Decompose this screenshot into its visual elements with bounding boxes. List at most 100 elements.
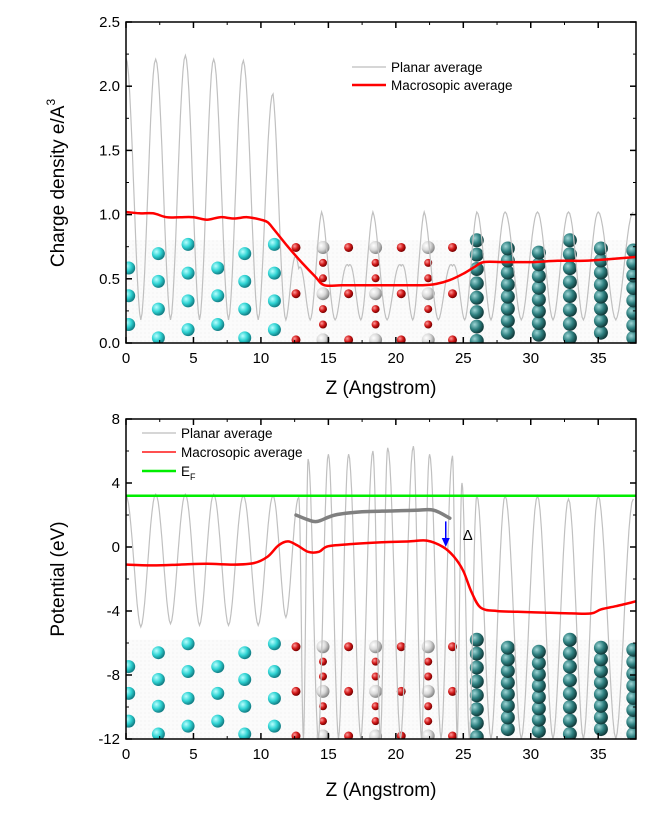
atom-teal: [469, 305, 484, 320]
atom-red: [344, 731, 354, 739]
atom-teal: [562, 700, 577, 715]
atom-teal: [562, 289, 577, 304]
atom-cyan: [211, 686, 225, 700]
atom-red: [344, 686, 354, 696]
atom-red: [424, 320, 433, 329]
atom-cyan: [151, 274, 165, 288]
legend: Planar average Macrosopic average EF: [142, 426, 303, 482]
y-axis-title: Charge density e/A3: [44, 99, 69, 268]
atom-red: [448, 731, 458, 739]
legend-label-macroscopic: Macrosopic average: [181, 445, 303, 460]
atom-teal: [626, 678, 636, 693]
atom-teal: [531, 292, 546, 307]
atom-red: [344, 289, 354, 299]
atom-teal: [469, 319, 484, 334]
x-tick-label: 35: [590, 350, 607, 367]
atom-teal: [469, 702, 484, 717]
atom-cyan: [211, 318, 225, 332]
atom-red: [448, 289, 458, 299]
x-tick-label: 15: [320, 746, 337, 763]
atom-cyan: [126, 289, 136, 303]
atom-teal: [500, 652, 515, 667]
atom-teal: [593, 687, 608, 702]
potential-chart: 0 5 10 15 20 25 30 35 -12 -8 -4 0 4 8 Z (Angstrom) Po…: [48, 411, 637, 801]
atom-cyan: [267, 266, 281, 280]
atom-white: [421, 640, 435, 654]
atom-teal: [531, 667, 546, 682]
atom-teal: [593, 698, 608, 713]
atom-teal: [562, 275, 577, 290]
atom-red: [448, 686, 458, 696]
y-tick-label: 2.0: [99, 78, 120, 95]
atom-red: [371, 258, 380, 267]
atom-teal: [469, 688, 484, 703]
atom-teal: [469, 262, 484, 277]
atom-teal: [626, 714, 636, 729]
atom-white: [369, 240, 383, 254]
y-tick-label: 8: [112, 411, 120, 428]
atom-teal: [593, 241, 608, 256]
atom-teal: [500, 663, 515, 678]
atom-red: [371, 305, 380, 314]
legend-label-macroscopic: Macrosopic average: [391, 78, 513, 93]
atom-teal: [593, 289, 608, 304]
atom-cyan: [211, 261, 225, 275]
atom-teal: [593, 722, 608, 737]
atom-teal: [500, 277, 515, 292]
atom-red: [344, 335, 354, 343]
atom-red: [424, 672, 433, 681]
atom-cyan: [238, 672, 252, 686]
x-tick-label: 30: [522, 350, 539, 367]
atom-teal: [626, 256, 636, 271]
atom-teal: [626, 268, 636, 283]
atom-cyan: [151, 646, 165, 660]
atom-cyan: [181, 266, 195, 280]
atom-cyan: [126, 318, 136, 332]
atom-teal: [531, 678, 546, 693]
atom-cyan: [211, 660, 225, 674]
atom-red: [371, 717, 380, 726]
atom-cyan: [267, 691, 281, 705]
atom-red: [424, 274, 433, 283]
y-tick-label: 1.0: [99, 207, 120, 224]
legend-label-planar: Planar average: [391, 60, 483, 75]
atom-cyan: [267, 323, 281, 337]
x-axis-title: Z (Angstrom): [326, 780, 437, 801]
atom-teal: [593, 325, 608, 340]
atom-teal: [500, 313, 515, 328]
atom-cyan: [238, 727, 252, 739]
atom-teal: [469, 276, 484, 291]
x-tick-label: 0: [122, 350, 130, 367]
atom-cyan: [211, 714, 225, 728]
atom-red: [396, 642, 406, 652]
atom-teal: [531, 269, 546, 284]
atom-teal: [531, 644, 546, 659]
atom-teal: [626, 654, 636, 669]
atom-red: [318, 657, 327, 666]
atom-teal: [500, 710, 515, 725]
atom-teal: [531, 280, 546, 295]
atom-white: [421, 729, 435, 739]
atom-teal: [593, 663, 608, 678]
atom-teal: [626, 690, 636, 705]
atom-teal: [562, 330, 577, 343]
atom-red: [318, 305, 327, 314]
atom-cyan: [238, 646, 252, 660]
atom-teal: [500, 675, 515, 690]
atom-teal: [500, 687, 515, 702]
x-tick-label: 20: [387, 350, 404, 367]
atom-red: [448, 335, 458, 343]
atom-teal: [531, 701, 546, 716]
atom-teal: [626, 305, 636, 320]
atom-red: [344, 242, 354, 252]
atom-cyan: [151, 672, 165, 686]
atom-cyan: [181, 637, 195, 651]
atom-teal: [626, 243, 636, 258]
atom-teal: [626, 666, 636, 681]
y-axis-title-superscript: 3: [44, 99, 58, 106]
atom-teal: [500, 301, 515, 316]
atom-red: [424, 305, 433, 314]
atom-teal: [562, 713, 577, 728]
atom-cyan: [181, 294, 195, 308]
